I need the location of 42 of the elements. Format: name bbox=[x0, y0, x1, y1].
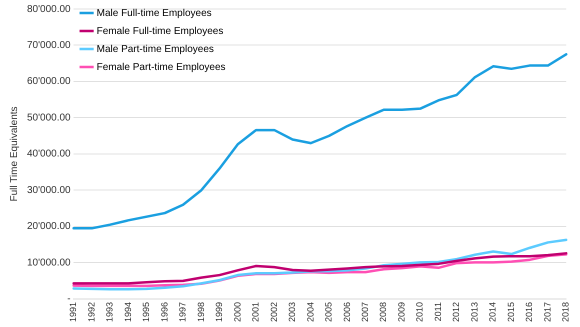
legend-label: Female Full-time Employees bbox=[96, 26, 224, 37]
y-axis-title: Full Time Equivalents bbox=[8, 106, 20, 202]
legend-label: Female Part-time Employees bbox=[96, 62, 226, 73]
x-tick-label: 1994 bbox=[122, 302, 133, 322]
y-tick-label: 30'000.00 bbox=[26, 184, 72, 196]
x-tick-label: 2006 bbox=[342, 302, 352, 322]
x-tick-label: 1998 bbox=[196, 302, 206, 322]
x-tick-label: 1997 bbox=[178, 302, 188, 322]
x-tick-label: 1995 bbox=[141, 302, 152, 322]
y-tick-label: 70'000.00 bbox=[26, 40, 72, 51]
x-tick-label: 2003 bbox=[287, 302, 298, 322]
x-tick-label: 2002 bbox=[268, 302, 279, 322]
x-tick-label: 2005 bbox=[324, 302, 334, 322]
x-tick-label: 2000 bbox=[232, 302, 242, 322]
y-tick-label: 50'000.00 bbox=[26, 112, 72, 124]
y-tick-label: 60'000.00 bbox=[26, 76, 72, 88]
x-tick-label: 2001 bbox=[250, 302, 261, 322]
x-tick-label: 2016 bbox=[524, 302, 534, 322]
y-tick-label: 10'000.00 bbox=[26, 257, 72, 268]
x-tick-label: 2011 bbox=[432, 302, 443, 322]
x-tick-label: 2015 bbox=[506, 302, 516, 322]
y-tick-label: 40'000.00 bbox=[26, 148, 72, 160]
y-tick-label: 80'000.00 bbox=[26, 4, 72, 15]
x-tick-label: 1993 bbox=[104, 302, 115, 322]
x-tick-label: 2007 bbox=[360, 302, 370, 322]
x-tick-label: 2014 bbox=[488, 302, 498, 322]
x-tick-label: 2009 bbox=[396, 302, 406, 322]
x-tick-label: 2018 bbox=[560, 302, 571, 322]
x-tick-label: 2017 bbox=[542, 302, 552, 322]
x-tick-label: 1996 bbox=[159, 302, 170, 322]
x-tick-label: 1991 bbox=[68, 302, 78, 322]
y-tick-label: - bbox=[67, 294, 71, 305]
x-tick-label: 1999 bbox=[214, 302, 224, 322]
y-tick-label: 20'000.00 bbox=[26, 221, 72, 232]
legend-label: Male Part-time Employees bbox=[96, 44, 214, 55]
x-tick-label: 2012 bbox=[451, 302, 462, 322]
x-tick-label: 2008 bbox=[378, 302, 388, 322]
x-tick-label: 1992 bbox=[86, 302, 96, 322]
legend-label: Male Full-time Employees bbox=[96, 8, 212, 19]
x-tick-label: 2013 bbox=[469, 302, 480, 322]
x-tick-label: 2010 bbox=[414, 302, 425, 322]
x-tick-label: 2004 bbox=[305, 302, 316, 322]
